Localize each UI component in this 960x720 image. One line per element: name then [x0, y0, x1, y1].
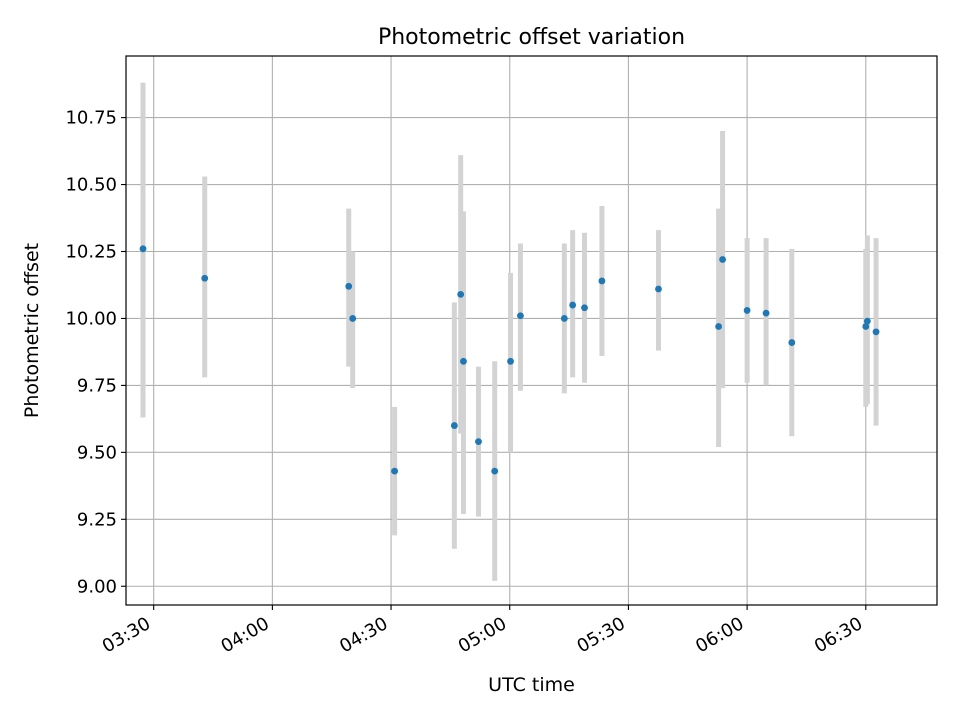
data-point: [391, 467, 399, 475]
y-tick-label: 10.00: [65, 308, 117, 329]
data-point: [349, 315, 357, 322]
y-tick-label: 10.25: [65, 241, 117, 262]
data-point: [581, 304, 588, 312]
data-point: [507, 357, 514, 365]
data-point: [457, 290, 465, 298]
data-point: [345, 282, 353, 290]
y-tick-label: 9.25: [77, 509, 117, 530]
chart-title: Photometric offset variation: [378, 25, 685, 50]
y-axis-label: Photometric offset: [21, 243, 43, 418]
data-point: [743, 307, 751, 314]
data-point: [201, 274, 209, 282]
data-point: [569, 301, 577, 309]
y-tick-label: 9.50: [77, 442, 117, 463]
y-tick-label: 9.00: [77, 576, 117, 597]
plot-frame: [125, 55, 938, 606]
data-point: [450, 422, 458, 429]
data-point: [719, 256, 726, 263]
data-point: [560, 315, 568, 322]
data-point: [139, 245, 147, 253]
grid-layer: [126, 56, 937, 605]
data-point: [491, 467, 499, 475]
point-layer: [139, 245, 880, 475]
data-point: [788, 339, 796, 346]
data-point: [655, 285, 662, 293]
data-point: [862, 323, 870, 330]
data-point: [475, 438, 482, 446]
data-point: [598, 277, 606, 285]
data-point: [762, 309, 770, 317]
data-point: [715, 323, 723, 330]
data-point: [872, 328, 880, 336]
data-point: [863, 317, 871, 325]
y-tick-label: 9.75: [77, 375, 117, 396]
data-point: [517, 312, 524, 320]
x-axis-label: UTC time: [488, 674, 575, 696]
y-tick-label: 10.50: [65, 175, 117, 196]
y-tick-label: 10.75: [65, 108, 117, 129]
data-point: [460, 357, 467, 365]
